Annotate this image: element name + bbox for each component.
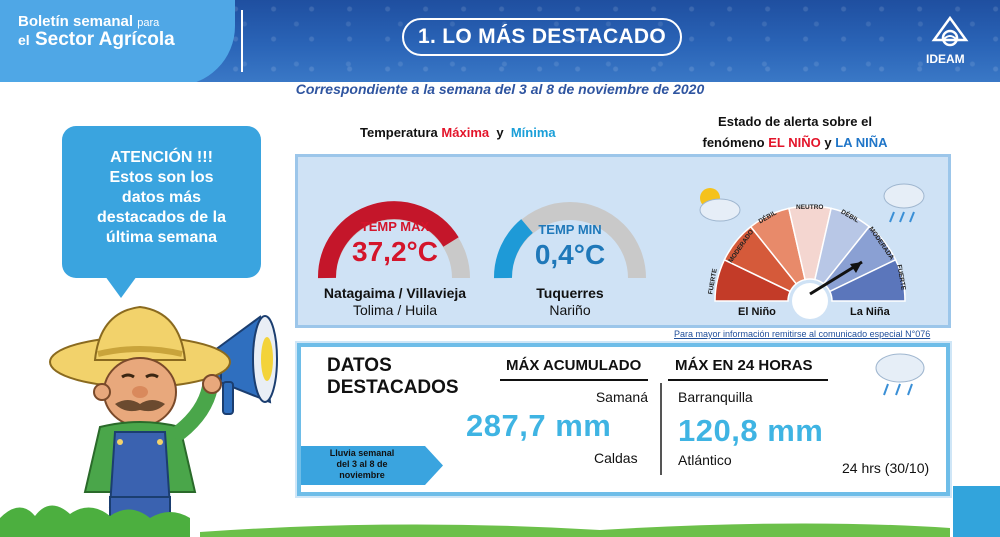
temp-max-department: Tolima / Huila bbox=[352, 302, 438, 318]
page-subtitle: Correspondiente a la semana del 3 al 8 d… bbox=[295, 81, 705, 97]
enso-footnote-link[interactable]: Para mayor información remitirse al comu… bbox=[674, 329, 931, 339]
bubble-line5: última semana bbox=[105, 229, 218, 246]
datos-title: DATOS DESTACADOS bbox=[327, 355, 459, 399]
brand-title: Boletín semanal para el Sector Agrícola bbox=[18, 14, 175, 50]
temp-title-prefix: Temperatura bbox=[360, 125, 438, 140]
temp-title-max: Máxima bbox=[441, 125, 490, 140]
enso-title-and: y bbox=[824, 135, 832, 150]
enso-title-nino: EL NIÑO bbox=[768, 135, 821, 150]
logo-text: IDEAM bbox=[926, 52, 965, 66]
bubble-line4: destacados de la bbox=[97, 209, 226, 226]
column-divider bbox=[660, 383, 662, 475]
enso-title: Estado de alerta sobre el fenómeno EL NI… bbox=[680, 111, 910, 153]
col2-note: 24 hrs (30/10) bbox=[842, 460, 930, 476]
col1-department: Caldas bbox=[594, 450, 638, 466]
col2-value: 120,8 mm bbox=[678, 413, 824, 448]
ideam-logo-icon bbox=[931, 15, 969, 47]
brand-line2: Sector Agrícola bbox=[34, 28, 175, 50]
bubble-line1: ATENCIÓN !!! bbox=[110, 149, 213, 166]
header-banner: Boletín semanal para el Sector Agrícola … bbox=[0, 0, 1000, 82]
temperature-title: Temperatura Máxima y Mínima bbox=[360, 125, 556, 140]
datos-title-line2: DESTACADOS bbox=[327, 377, 459, 398]
tag-line1: Lluvia semanal bbox=[329, 448, 395, 458]
scale-label-4: NEUTRO bbox=[796, 204, 824, 211]
temp-title-min: Mínima bbox=[510, 125, 556, 140]
megaphone-icon bbox=[202, 315, 278, 415]
datos-title-line1: DATOS bbox=[327, 355, 392, 376]
temp-max-gauge bbox=[317, 201, 470, 279]
header-divider bbox=[241, 10, 243, 72]
brand-line1-small: para bbox=[137, 17, 160, 29]
col1-place: Samaná bbox=[595, 389, 648, 405]
weekly-rain-tag bbox=[301, 446, 443, 485]
col-max-24h-head: MÁX EN 24 HORAS bbox=[675, 357, 813, 374]
section-title: 1. LO MÁS DESTACADO bbox=[402, 18, 682, 56]
bubble-line2: Estos son los bbox=[109, 169, 214, 186]
tag-line2: del 3 al 8 de bbox=[336, 459, 388, 469]
farmer-illustration bbox=[49, 305, 278, 537]
enso-segment bbox=[828, 258, 906, 302]
brand-bubble bbox=[0, 0, 235, 82]
la-nina-label: La Niña bbox=[850, 306, 890, 318]
tag-line3: noviembre bbox=[339, 470, 385, 480]
bubble-line3: datos más bbox=[121, 189, 202, 206]
rain-cloud-icon-2 bbox=[875, 353, 925, 396]
col2-place: Barranquilla bbox=[678, 389, 753, 405]
el-nino-label: El Niño bbox=[738, 306, 776, 318]
temp-min-gauge bbox=[493, 202, 646, 279]
grass-footer bbox=[0, 505, 950, 537]
temp-max-label: TEMP MAX bbox=[360, 219, 430, 234]
col-max-accum-head: MÁX ACUMULADO bbox=[506, 357, 642, 374]
col2-rule bbox=[668, 379, 828, 381]
brand-line2-small: el bbox=[18, 31, 30, 48]
temp-min-place: Tuquerres bbox=[536, 285, 604, 301]
weekly-rain-tag-text: Lluvia semanal del 3 al 8 de noviembre bbox=[309, 448, 415, 481]
temp-min-value: 0,4°C bbox=[534, 239, 606, 270]
rain-cloud-icon bbox=[883, 183, 925, 223]
col1-rule bbox=[500, 379, 648, 381]
enso-title-line1: Estado de alerta sobre el bbox=[718, 114, 872, 129]
temp-min-label: TEMP MIN bbox=[538, 222, 602, 237]
attention-bubble: ATENCIÓN !!! Estos son los datos más des… bbox=[62, 126, 261, 278]
bubble-tail bbox=[105, 276, 137, 298]
temp-min-department: Nariño bbox=[549, 302, 591, 318]
temp-title-and: y bbox=[496, 125, 504, 140]
enso-title-prefix: fenómeno bbox=[702, 135, 765, 150]
enso-title-nina: LA NIÑA bbox=[835, 135, 888, 150]
col1-value: 287,7 mm bbox=[466, 408, 612, 443]
col2-department: Atlántico bbox=[678, 452, 732, 468]
temp-max-value: 37,2°C bbox=[352, 236, 438, 267]
enso-gauge bbox=[699, 183, 925, 319]
temp-max-place: Natagaima / Villavieja bbox=[323, 285, 467, 301]
corner-nav-button[interactable] bbox=[953, 486, 1000, 537]
sun-cloud-icon bbox=[699, 188, 741, 222]
brand-line1: Boletín semanal bbox=[18, 13, 134, 30]
